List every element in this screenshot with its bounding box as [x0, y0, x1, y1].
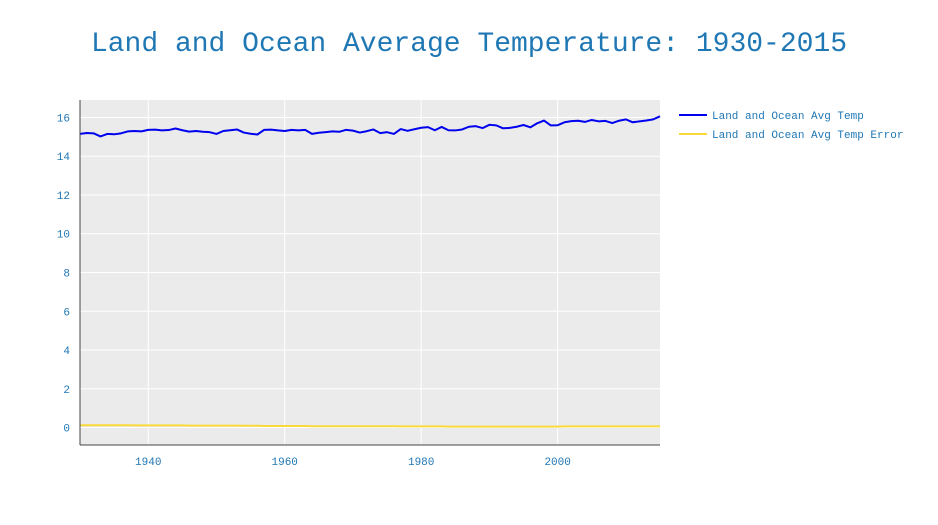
- x-axis-ticks: 1940 1960 1980 2000: [135, 457, 571, 469]
- x-tick-label: 1960: [272, 457, 298, 469]
- legend-label: Land and Ocean Avg Temp: [712, 111, 864, 123]
- series-line-2: [80, 424, 660, 428]
- y-tick-label: 8: [63, 269, 70, 281]
- y-tick-label: 16: [57, 113, 70, 125]
- grid-lines: [80, 100, 660, 445]
- legend-label: Land and Ocean Avg Temp Error: [712, 130, 903, 142]
- legend[interactable]: Land and Ocean Avg Temp Land and Ocean Av…: [679, 111, 903, 142]
- y-tick-label: 14: [57, 152, 71, 164]
- x-tick-label: 1980: [408, 457, 434, 469]
- x-tick-label: 1940: [135, 457, 161, 469]
- y-axis-ticks: 0 2 4 6 8 10 12 14 16: [57, 113, 71, 435]
- y-tick-label: 4: [63, 346, 70, 358]
- y-tick-label: 6: [63, 307, 70, 319]
- series-line-1: [79, 115, 661, 138]
- legend-item-2[interactable]: Land and Ocean Avg Temp Error: [679, 130, 903, 142]
- y-tick-label: 10: [57, 230, 70, 242]
- x-tick-label: 2000: [544, 457, 570, 469]
- y-tick-label: 0: [63, 424, 70, 436]
- y-tick-label: 2: [63, 385, 70, 397]
- chart-title: Land and Ocean Average Temperature: 1930…: [91, 29, 847, 60]
- legend-item-1[interactable]: Land and Ocean Avg Temp: [679, 111, 864, 123]
- y-tick-label: 12: [57, 191, 70, 203]
- series-layer: [79, 115, 661, 428]
